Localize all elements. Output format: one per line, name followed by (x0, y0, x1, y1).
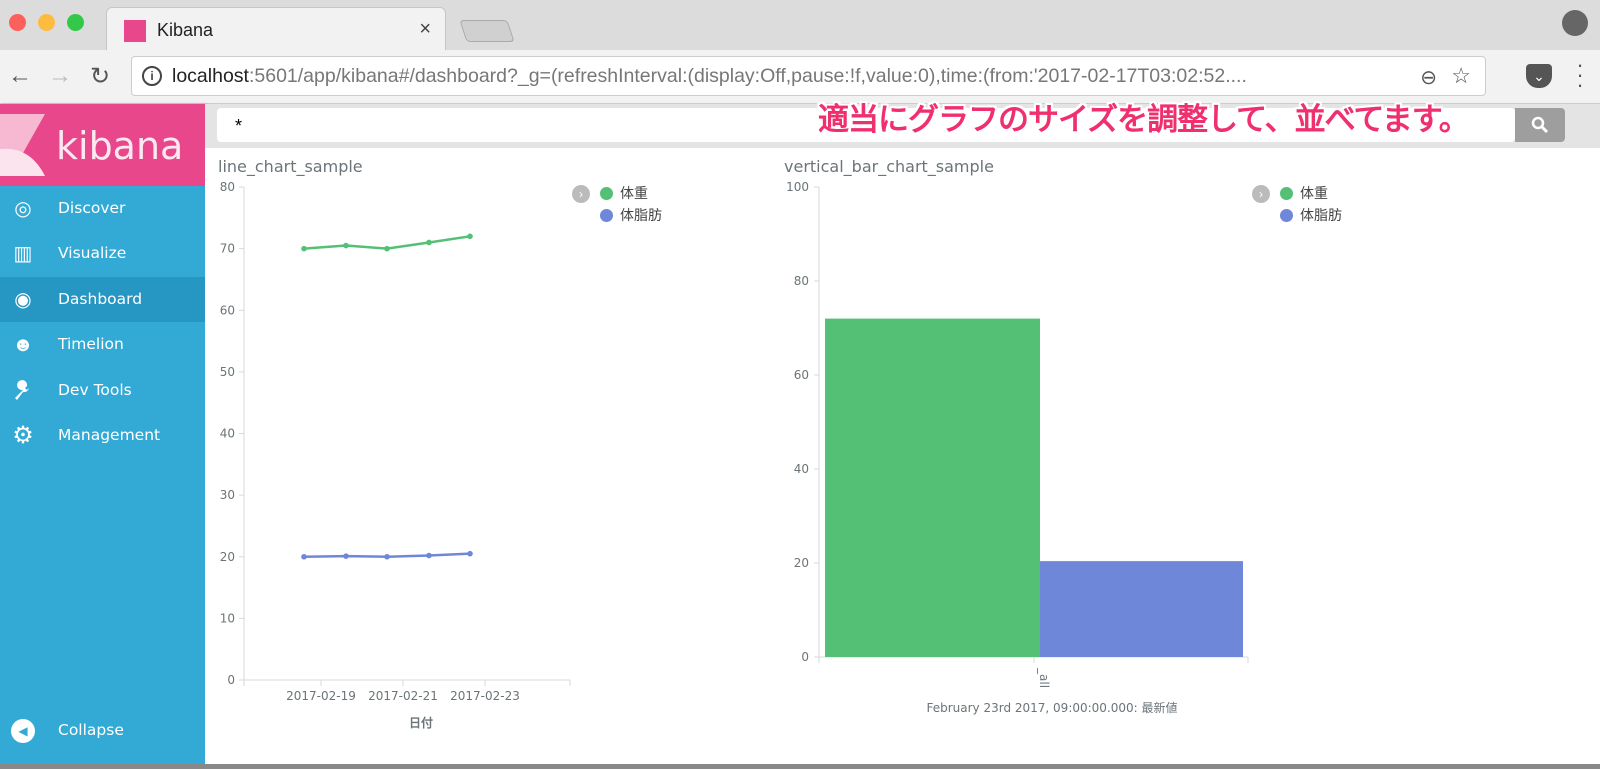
legend-item-weight[interactable]: 体重 (600, 183, 662, 205)
sidebar-item-dev-tools[interactable]: Dev Tools (0, 368, 205, 413)
svg-text:0: 0 (227, 673, 235, 687)
query-bar: * (205, 104, 1600, 148)
sidebar-item-timelion[interactable]: ☻ Timelion (12, 334, 124, 356)
sidebar-item-dashboard[interactable]: ◉ Dashboard (0, 277, 205, 322)
info-icon[interactable]: i (142, 66, 162, 86)
svg-text:2017-02-19: 2017-02-19 (286, 689, 356, 703)
svg-text:40: 40 (794, 462, 809, 476)
kibana-logo-icon (0, 114, 45, 176)
pocket-extension-icon[interactable]: ⌄ (1526, 64, 1552, 88)
collapse-arrow-icon: ◀ (11, 719, 35, 743)
svg-text:100: 100 (786, 180, 809, 194)
kibana-logo-text: kibana (56, 124, 184, 168)
close-window-button[interactable] (9, 14, 26, 31)
svg-text:40: 40 (220, 427, 235, 441)
legend-item-body-fat[interactable]: 体脂肪 (1280, 205, 1342, 227)
minimize-window-button[interactable] (38, 14, 55, 31)
maximize-window-button[interactable] (67, 14, 84, 31)
svg-text:80: 80 (220, 180, 235, 194)
bottom-edge (0, 764, 1600, 769)
legend-item-weight[interactable]: 体重 (1280, 183, 1342, 205)
sidebar-item-management[interactable]: ⚙ Management (12, 422, 161, 449)
browser-toolbar: ← → ↻ i localhost:5601/app/kibana#/dashb… (0, 50, 1600, 104)
bar-chart-icon: ▥ (13, 243, 33, 265)
line-chart-legend: 体重 体脂肪 (600, 183, 662, 227)
sidebar-collapse-button[interactable]: ◀ Collapse (0, 708, 205, 753)
sidebar-item-visualize[interactable]: ▥ Visualize (0, 231, 205, 276)
bar-chart-legend: 体重 体脂肪 (1280, 183, 1342, 227)
search-icon (1531, 116, 1549, 134)
svg-text:0: 0 (801, 650, 809, 664)
annotation-overlay-text: 適当にグラフのサイズを調整して、並べてます。 (818, 102, 1470, 138)
gear-icon: ⚙ (12, 422, 34, 449)
svg-text:60: 60 (220, 303, 235, 317)
address-bar[interactable]: i localhost:5601/app/kibana#/dashboard?_… (131, 56, 1486, 96)
legend-item-body-fat[interactable]: 体脂肪 (600, 205, 662, 227)
svg-text:20: 20 (794, 556, 809, 570)
line-chart-panel-title: line_chart_sample (218, 157, 363, 176)
svg-text:80: 80 (794, 274, 809, 288)
dashboard-icon: ◉ (14, 289, 32, 311)
bar-legend-toggle-icon[interactable]: › (1252, 185, 1270, 203)
back-button[interactable]: ← (8, 62, 32, 89)
bookmark-star-icon[interactable]: ☆ (1451, 63, 1471, 88)
timelion-bear-icon: ☻ (12, 334, 34, 356)
sidebar-item-discover[interactable]: ◎ Discover (0, 186, 205, 231)
forward-button[interactable]: → (48, 62, 72, 89)
reload-button[interactable]: ↻ (90, 63, 111, 90)
svg-text:日付: 日付 (409, 715, 433, 730)
search-query-input[interactable]: * (217, 108, 1515, 142)
browser-menu-icon[interactable]: · · · (1576, 52, 1584, 97)
wrench-icon (11, 379, 35, 403)
kibana-sidebar: kibana ◎ Discover ▥ Visualize ◉ Dashboar… (0, 104, 205, 769)
svg-text:50: 50 (220, 365, 235, 379)
svg-text:20: 20 (220, 550, 235, 564)
search-button[interactable] (1515, 108, 1565, 142)
svg-text:2017-02-23: 2017-02-23 (450, 689, 520, 703)
svg-text:60: 60 (794, 368, 809, 382)
kibana-logo[interactable]: kibana (0, 104, 205, 186)
browser-tab-strip: Kibana × (0, 0, 1600, 51)
line-legend-toggle-icon[interactable]: › (572, 185, 590, 203)
svg-text:_all: _all (1037, 667, 1051, 688)
svg-text:February 23rd 2017, 09:00:00.0: February 23rd 2017, 09:00:00.000: 最新値 (926, 700, 1177, 715)
profile-avatar-icon[interactable] (1562, 10, 1588, 36)
svg-text:10: 10 (220, 611, 235, 625)
bar-chart-panel-title: vertical_bar_chart_sample (784, 157, 994, 176)
svg-text:70: 70 (220, 242, 235, 256)
url-text[interactable]: localhost:5601/app/kibana#/dashboard?_g=… (172, 65, 1247, 87)
zoom-out-icon[interactable]: ⊖ (1420, 67, 1437, 89)
compass-icon: ◎ (14, 198, 32, 220)
svg-text:2017-02-21: 2017-02-21 (368, 689, 438, 703)
svg-text:30: 30 (220, 488, 235, 502)
